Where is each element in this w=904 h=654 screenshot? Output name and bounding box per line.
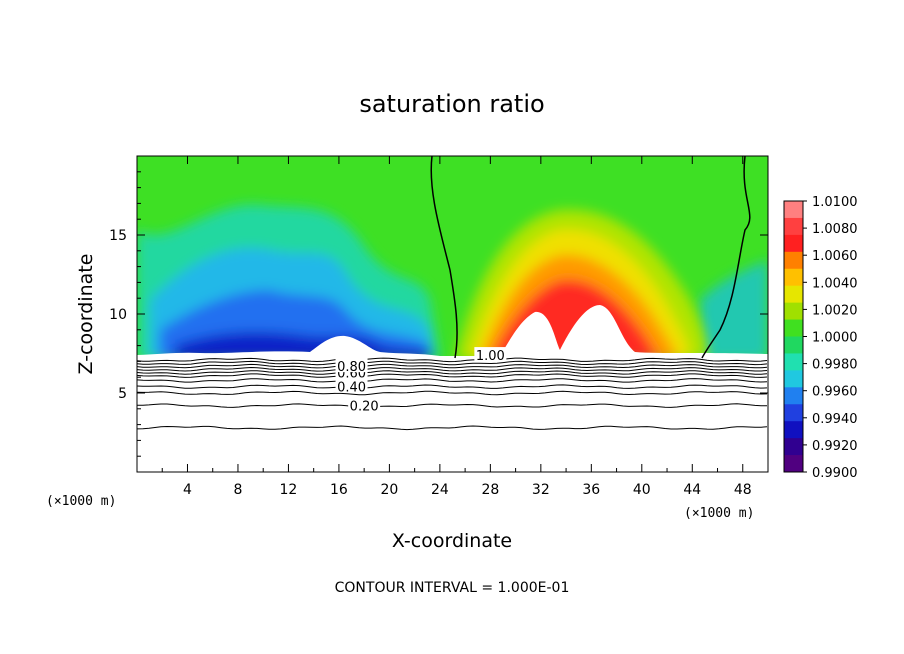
contour-line — [137, 357, 768, 363]
colorbar-label: 1.0000 — [812, 331, 858, 346]
x-unit-label-right: (×1000 m) — [684, 506, 754, 521]
contour-label: 0.40 — [337, 381, 366, 396]
x-tick-label: 12 — [280, 482, 298, 498]
contour-label: 1.00 — [476, 349, 505, 364]
stable-layer — [137, 360, 768, 472]
x-tick-label: 8 — [233, 482, 242, 498]
contour-label: 0.20 — [350, 400, 379, 415]
x-tick-label: 48 — [734, 482, 752, 498]
colorbar-swatch — [784, 404, 803, 422]
contour-line — [137, 366, 768, 372]
x-tick-label: 32 — [532, 482, 550, 498]
colorbar-swatch — [784, 201, 803, 219]
x-tick-label: 28 — [481, 482, 499, 498]
colorbar: 1.0100 1.0080 1.0060 1.0040 1.0020 1.0000 0.99… — [783, 195, 858, 481]
contour-line — [137, 373, 768, 378]
colorbar-swatch — [784, 234, 803, 253]
colorbar-swatch — [784, 455, 803, 473]
y-tick-label: 15 — [109, 228, 127, 244]
contour-lines: 0.200.400.600.801.00 — [137, 347, 768, 431]
x-axis-title: X-coordinate — [392, 530, 512, 552]
contour-line — [137, 370, 768, 375]
colorbar-label: 1.0020 — [812, 303, 858, 318]
contour-label-bg — [348, 397, 381, 412]
colorbar-label: 1.0040 — [812, 276, 858, 291]
colorbar-swatch — [784, 336, 803, 354]
contour-line — [137, 378, 768, 383]
x-tick-label: 20 — [380, 482, 398, 498]
colorbar-label: 1.0080 — [812, 222, 858, 237]
x-tick-label: 24 — [431, 482, 449, 498]
colorbar-swatch — [784, 285, 803, 304]
colorbar-label: 1.0100 — [812, 195, 858, 210]
contour-line — [137, 425, 768, 431]
colorbar-swatch — [784, 387, 803, 405]
contour-1.00-left — [430, 156, 458, 359]
x-tick-label: 40 — [633, 482, 651, 498]
subsaturated-region — [137, 204, 768, 360]
chart-title: saturation ratio — [359, 90, 544, 118]
colorbar-label: 0.9940 — [812, 412, 858, 427]
colorbar-swatch — [784, 217, 803, 236]
colorbar-swatch — [784, 353, 803, 371]
x-unit-label-left: (×1000 m) — [46, 494, 116, 509]
colorbar-swatch — [784, 421, 803, 439]
plot-area: 0.200.400.600.801.00 — [137, 156, 768, 472]
x-tick-label: 44 — [683, 482, 701, 498]
contour-label: 0.80 — [337, 360, 366, 375]
y-axis-title: Z-coordinate — [75, 254, 97, 375]
contour-1.00-right — [701, 156, 751, 359]
colorbar-label: 0.9980 — [812, 358, 858, 373]
contour-line — [137, 384, 768, 389]
x-tick-label: 36 — [582, 482, 600, 498]
contour-line — [137, 360, 768, 366]
x-tick-label: 4 — [183, 482, 192, 498]
contour-label-bg — [474, 347, 507, 362]
colorbar-label: 1.0060 — [812, 249, 858, 264]
colorbar-swatch — [784, 251, 803, 270]
y-axis: 5 10 15 — [109, 171, 768, 457]
contour-interval-footer: CONTOUR INTERVAL = 1.000E-01 — [335, 580, 570, 596]
x-tick-label: 16 — [330, 482, 348, 498]
contour-line — [137, 390, 768, 396]
colorbar-swatch — [784, 319, 803, 337]
contour-line — [137, 403, 767, 408]
colorbar-label: 0.9960 — [812, 385, 858, 400]
colorbar-label: 0.9900 — [812, 466, 858, 481]
y-tick-label: 10 — [109, 307, 127, 323]
colorbar-label: 0.9920 — [812, 439, 858, 454]
colorbar-swatch — [784, 302, 803, 321]
x-axis: 4 8 12 16 20 24 28 32 36 40 44 48 — [161, 156, 752, 498]
contour-label-bg — [335, 378, 368, 393]
colorbar-swatch — [784, 268, 803, 287]
contour-label-bg — [335, 358, 368, 373]
cloud-region — [137, 305, 768, 360]
contour-line — [137, 363, 768, 369]
colorbar-swatch — [784, 438, 803, 456]
colorbar-swatch — [784, 370, 803, 388]
y-tick-label: 5 — [118, 386, 127, 402]
